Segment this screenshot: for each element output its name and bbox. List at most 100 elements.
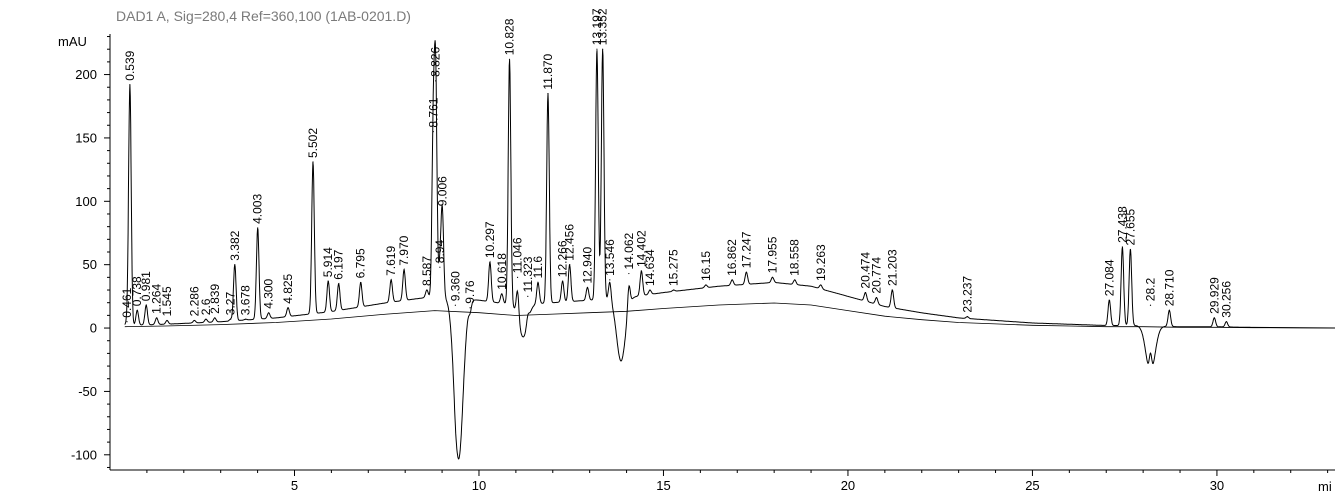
peak-label: 7.619 <box>384 246 398 276</box>
peak-apex-point <box>439 266 441 268</box>
peak-label: 9.006 <box>435 176 449 206</box>
peak-label: 0.461 <box>120 287 134 317</box>
peak-label: 28.2 <box>1144 278 1158 302</box>
peak-apex-point <box>441 209 443 211</box>
peak-label: 14.062 <box>622 232 636 269</box>
peak-apex-point <box>820 284 822 286</box>
peak-apex-point <box>508 58 511 60</box>
peak-label: 8.587 <box>420 256 434 286</box>
y-tick-label: 0 <box>90 321 97 336</box>
peak-apex-point <box>1121 246 1123 248</box>
peak-label: 14.402 <box>634 230 648 267</box>
y-tick-label: 200 <box>75 67 97 82</box>
peak-apex-point <box>193 319 195 322</box>
x-tick-label: 10 <box>472 478 486 493</box>
peak-apex-point <box>136 309 138 311</box>
peak-label: 27.655 <box>1123 208 1137 245</box>
x-axis-unit-label: mi <box>1318 479 1332 493</box>
peak-label: 2.6 <box>199 298 213 315</box>
peak-apex-point <box>561 280 564 282</box>
peak-label: 27.438 <box>1115 206 1129 243</box>
peak-apex-point <box>745 271 747 273</box>
peak-label: 10.297 <box>483 221 497 258</box>
peak-label: 7.970 <box>397 235 411 265</box>
peak-apex-point <box>966 316 968 318</box>
peak-apex-point <box>230 318 232 320</box>
peak-label: 11.046 <box>511 237 525 273</box>
peak-apex-point <box>794 279 796 281</box>
peak-apex-point <box>257 227 259 229</box>
peak-apex-point <box>864 291 867 294</box>
integration-baseline <box>124 302 1335 329</box>
peak-label: 10.618 <box>495 253 509 290</box>
peak-label: 13.546 <box>603 239 617 276</box>
peak-label: 11.870 <box>541 53 555 89</box>
y-tick-label: 150 <box>75 130 97 145</box>
peak-label: 4.003 <box>251 194 265 224</box>
peak-label: 3.382 <box>228 230 242 260</box>
peak-apex-point <box>126 321 128 323</box>
peak-apex-point <box>602 48 604 50</box>
peak-apex-point <box>360 281 362 284</box>
peak-label: 20.774 <box>870 257 884 294</box>
peak-label: 4.300 <box>262 278 276 308</box>
peak-label: 1.545 <box>160 286 174 316</box>
peak-label: 6.795 <box>354 248 368 278</box>
peak-apex-point <box>673 289 675 291</box>
y-tick-label: 100 <box>75 194 97 209</box>
baseline-layer <box>124 302 1335 329</box>
x-tick-label: 5 <box>291 478 298 493</box>
peak-label: 21.203 <box>885 249 899 286</box>
peak-apex-point <box>501 293 503 295</box>
peak-apex-point <box>287 307 289 309</box>
x-tick-label: 30 <box>1210 478 1224 493</box>
peak-apex-point <box>129 84 131 86</box>
peak-apex-point <box>771 276 774 278</box>
y-axis-unit-label: mAU <box>58 34 87 49</box>
y-tick-label: 50 <box>83 257 97 272</box>
peak-apex-point <box>1149 304 1152 306</box>
peak-label: 28.710 <box>1162 269 1176 306</box>
peak-label: 10.828 <box>503 18 517 55</box>
y-tick-label: -50 <box>78 384 97 399</box>
peak-label: 14.634 <box>643 249 657 286</box>
peak-label: 11.323 <box>521 256 535 292</box>
peak-apex-point <box>338 283 340 285</box>
peak-label: 30.256 <box>1219 281 1233 318</box>
peak-apex-point <box>875 297 878 299</box>
peak-apex-point <box>640 270 642 272</box>
peak-label: 2.839 <box>208 284 222 314</box>
peak-label: 20.474 <box>858 252 872 289</box>
peak-apex-point <box>403 269 405 271</box>
peak-apex-point <box>891 289 893 291</box>
peak-label: 2.286 <box>187 286 201 316</box>
peak-label: 6.197 <box>332 249 346 279</box>
peak-apex-point <box>586 286 589 289</box>
peak-apex-point <box>145 304 147 306</box>
peak-apex-point <box>390 279 392 281</box>
peak-apex-point <box>527 295 529 297</box>
peak-label: 12.456 <box>563 224 577 261</box>
x-tick-label: 25 <box>1025 478 1039 493</box>
peak-apex-point <box>214 317 216 319</box>
peak-label: 17.955 <box>766 236 780 273</box>
y-tick-label: -100 <box>71 447 97 462</box>
peak-apex-point <box>705 284 707 286</box>
peak-apex-point <box>454 304 456 306</box>
peak-apex-point <box>205 318 207 320</box>
peak-label: 5.502 <box>306 128 320 158</box>
x-tick-label: 20 <box>841 478 855 493</box>
peak-apex-point <box>327 280 329 282</box>
peak-label: 18.558 <box>788 239 802 276</box>
peak-label: 19.263 <box>814 244 828 281</box>
peak-apex-point <box>547 92 549 95</box>
peak-apex-point <box>426 289 428 291</box>
peak-label: 0.981 <box>139 271 153 301</box>
peak-apex-point <box>628 272 630 275</box>
peak-apex-point <box>537 281 539 284</box>
peak-label: 8.761 <box>426 97 440 127</box>
peak-label: 9.360 <box>448 271 462 301</box>
peak-apex-point <box>469 307 471 309</box>
